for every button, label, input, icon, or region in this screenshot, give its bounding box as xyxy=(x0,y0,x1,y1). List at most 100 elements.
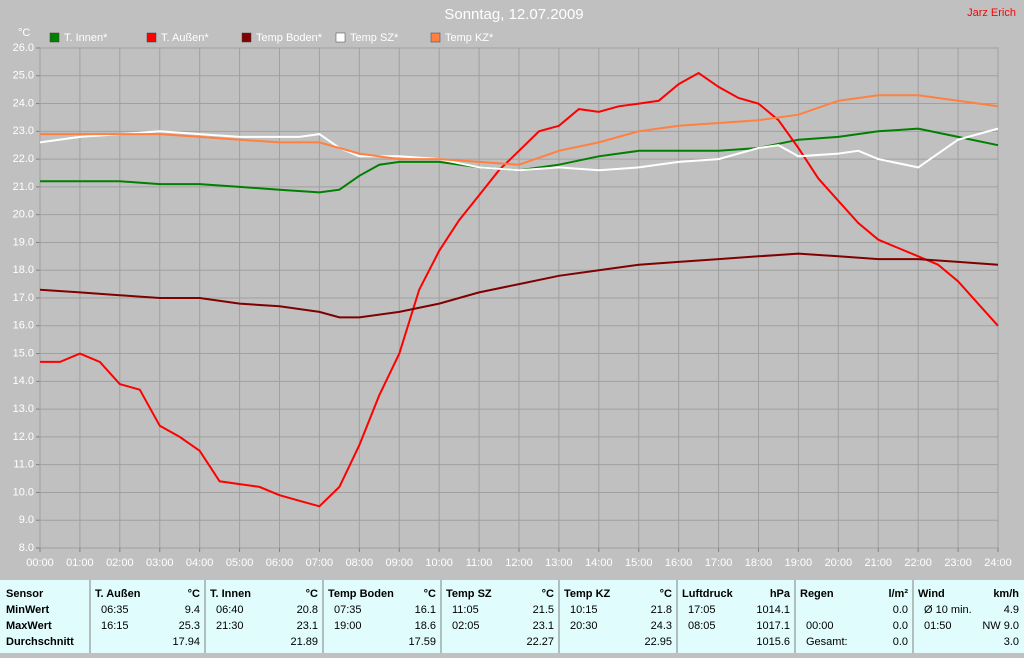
column-header: Regen xyxy=(800,588,834,600)
legend-label: Temp Boden* xyxy=(256,32,323,44)
x-tick-label: 19:00 xyxy=(785,557,813,569)
table-background xyxy=(0,580,1024,653)
column-header: Temp KZ xyxy=(564,588,611,600)
column-unit: °C xyxy=(188,588,200,600)
column-header: Wind xyxy=(918,588,945,600)
column-unit: °C xyxy=(542,588,554,600)
cell-time: 06:35 xyxy=(101,604,129,616)
legend-label: Temp SZ* xyxy=(350,32,399,44)
column-unit: l/m² xyxy=(888,588,908,600)
cell-value: 0.0 xyxy=(893,620,908,632)
y-tick-label: 23.0 xyxy=(13,125,34,137)
column-unit: °C xyxy=(424,588,436,600)
y-tick-label: 9.0 xyxy=(19,514,34,526)
cell-time: 00:00 xyxy=(806,620,834,632)
series-line xyxy=(39,252,999,319)
cell-time: 01:50 xyxy=(924,620,952,632)
y-tick-label: 13.0 xyxy=(13,403,34,415)
cell-value: 17.59 xyxy=(408,636,436,648)
legend-label: Temp KZ* xyxy=(445,32,494,44)
column-header: T. Innen xyxy=(210,588,251,600)
column-unit: °C xyxy=(660,588,672,600)
cell-value: 1015.6 xyxy=(756,636,790,648)
cell-value: 21.5 xyxy=(533,604,554,616)
legend-swatch xyxy=(146,32,157,43)
x-tick-label: 17:00 xyxy=(705,557,733,569)
y-tick-label: 14.0 xyxy=(13,375,34,387)
column-unit: hPa xyxy=(770,588,791,600)
cell-value: 21.89 xyxy=(290,636,318,648)
legend-swatch xyxy=(241,32,252,43)
cell-value: 9.4 xyxy=(185,604,200,616)
cell-value: 22.95 xyxy=(644,636,672,648)
x-tick-label: 20:00 xyxy=(825,557,853,569)
cell-time: 02:05 xyxy=(452,620,480,632)
cell-value: 23.1 xyxy=(533,620,554,632)
x-tick-label: 02:00 xyxy=(106,557,134,569)
x-tick-label: 12:00 xyxy=(505,557,533,569)
x-tick-label: 23:00 xyxy=(944,557,972,569)
cell-time: 10:15 xyxy=(570,604,598,616)
cell-value: 0.0 xyxy=(893,604,908,616)
x-tick-label: 18:00 xyxy=(745,557,773,569)
x-tick-label: 24:00 xyxy=(984,557,1012,569)
x-tick-label: 08:00 xyxy=(346,557,374,569)
legend-swatch xyxy=(430,32,441,43)
column-header: Temp Boden xyxy=(328,588,394,600)
y-tick-label: 17.0 xyxy=(13,292,34,304)
y-tick-label: 20.0 xyxy=(13,209,34,221)
cell-value: 17.94 xyxy=(172,636,200,648)
cell-time: 16:15 xyxy=(101,620,129,632)
cell-value: 0.0 xyxy=(893,636,908,648)
series-line xyxy=(40,71,999,508)
x-tick-label: 13:00 xyxy=(545,557,573,569)
y-axis-label: °C xyxy=(18,27,30,39)
x-tick-label: 21:00 xyxy=(864,557,892,569)
legend-label: T. Außen* xyxy=(161,32,209,44)
x-tick-label: 11:00 xyxy=(466,557,493,569)
cell-time: Gesamt: xyxy=(806,636,848,648)
chart-title: Sonntag, 12.07.2009 xyxy=(444,6,583,23)
cell-time: Ø 10 min. xyxy=(924,604,972,616)
cell-value: 22.27 xyxy=(526,636,554,648)
y-tick-label: 18.0 xyxy=(13,264,34,276)
x-tick-label: 22:00 xyxy=(904,557,932,569)
cell-value: 23.1 xyxy=(297,620,318,632)
cell-value: 4.9 xyxy=(1004,604,1019,616)
cell-time: 11:05 xyxy=(452,604,479,616)
x-tick-label: 16:00 xyxy=(665,557,693,569)
cell-time: 08:05 xyxy=(688,620,716,632)
cell-time: 06:40 xyxy=(216,604,244,616)
row-label: MinWert xyxy=(6,604,50,616)
x-tick-label: 00:00 xyxy=(26,557,54,569)
cell-time: 20:30 xyxy=(570,620,598,632)
legend-label: T. Innen* xyxy=(64,32,108,44)
series-line xyxy=(39,127,999,172)
cell-time: 07:35 xyxy=(334,604,362,616)
y-tick-label: 10.0 xyxy=(13,486,34,498)
y-tick-label: 21.0 xyxy=(13,181,34,193)
cell-value: 24.3 xyxy=(651,620,672,632)
table-corner: Sensor xyxy=(6,588,44,600)
column-unit: °C xyxy=(306,588,318,600)
x-tick-label: 10:00 xyxy=(425,557,453,569)
row-label: Durchschnitt xyxy=(6,636,74,648)
y-tick-label: 25.0 xyxy=(13,70,34,82)
cell-time: 21:30 xyxy=(216,620,244,632)
y-tick-label: 22.0 xyxy=(13,153,34,165)
legend-swatch xyxy=(335,32,346,43)
x-tick-label: 06:00 xyxy=(266,557,294,569)
column-unit: km/h xyxy=(993,588,1019,600)
cell-value: 21.8 xyxy=(651,604,672,616)
x-tick-label: 15:00 xyxy=(625,557,653,569)
y-tick-label: 19.0 xyxy=(13,236,34,248)
cell-value: 18.6 xyxy=(415,620,436,632)
row-label: MaxWert xyxy=(6,620,52,632)
column-header: Luftdruck xyxy=(682,588,734,600)
x-tick-label: 03:00 xyxy=(146,557,174,569)
stats-table: Sensor MinWert MaxWert Durchschnitt T. Außen… xyxy=(6,580,1019,653)
author: Jarz Erich xyxy=(967,7,1016,19)
cell-time: 19:00 xyxy=(334,620,362,632)
